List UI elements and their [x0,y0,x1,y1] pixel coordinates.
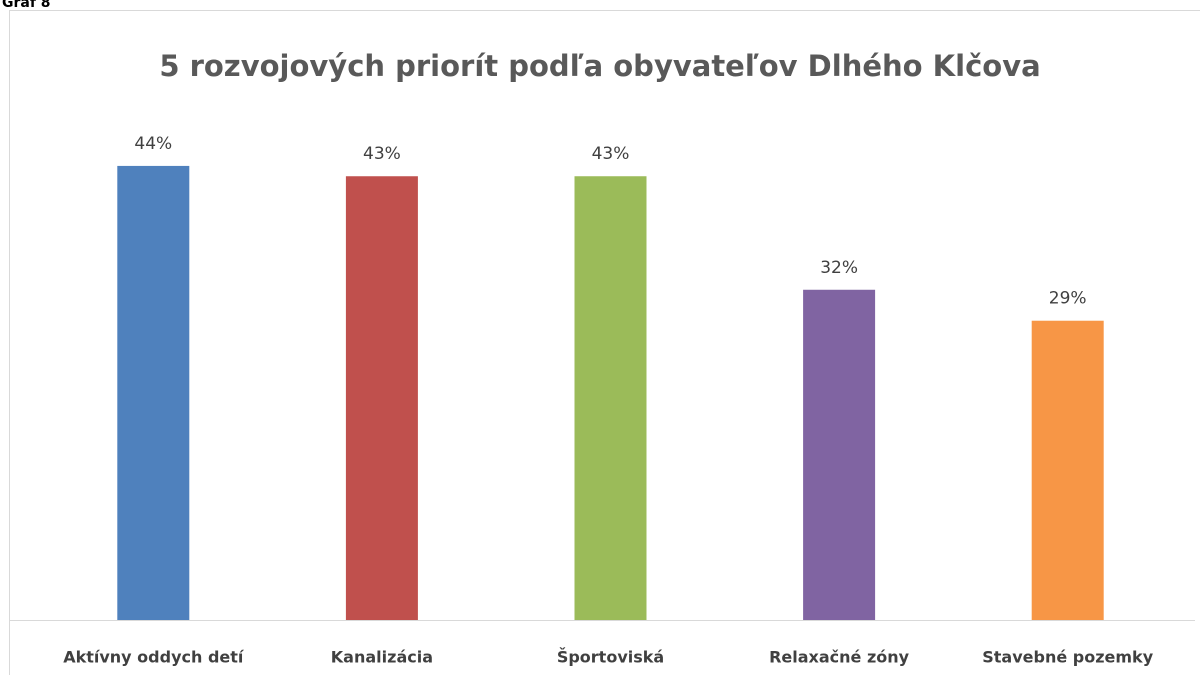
bar [1031,320,1104,620]
chart-frame [9,10,1200,675]
value-label: 43% [363,144,401,164]
bar [117,165,190,621]
x-tick-label: Stavebné pozemky [982,648,1153,667]
bar [574,176,647,621]
value-label: 29% [1049,289,1087,309]
x-tick-label: Aktívny oddych detí [63,648,245,667]
chart-title: 5 rozvojových priorít podľa obyvateľov D… [159,49,1040,83]
x-tick-label: Kanalizácia [331,648,433,667]
x-tick-label: Relaxačné zóny [769,648,910,667]
bar [345,176,418,621]
value-label: 44% [134,134,172,154]
caption: Graf 8 [2,0,51,11]
x-tick-label: Športoviská [557,648,664,667]
bar [803,289,876,620]
value-label: 43% [592,144,630,164]
value-label: 32% [820,258,858,278]
